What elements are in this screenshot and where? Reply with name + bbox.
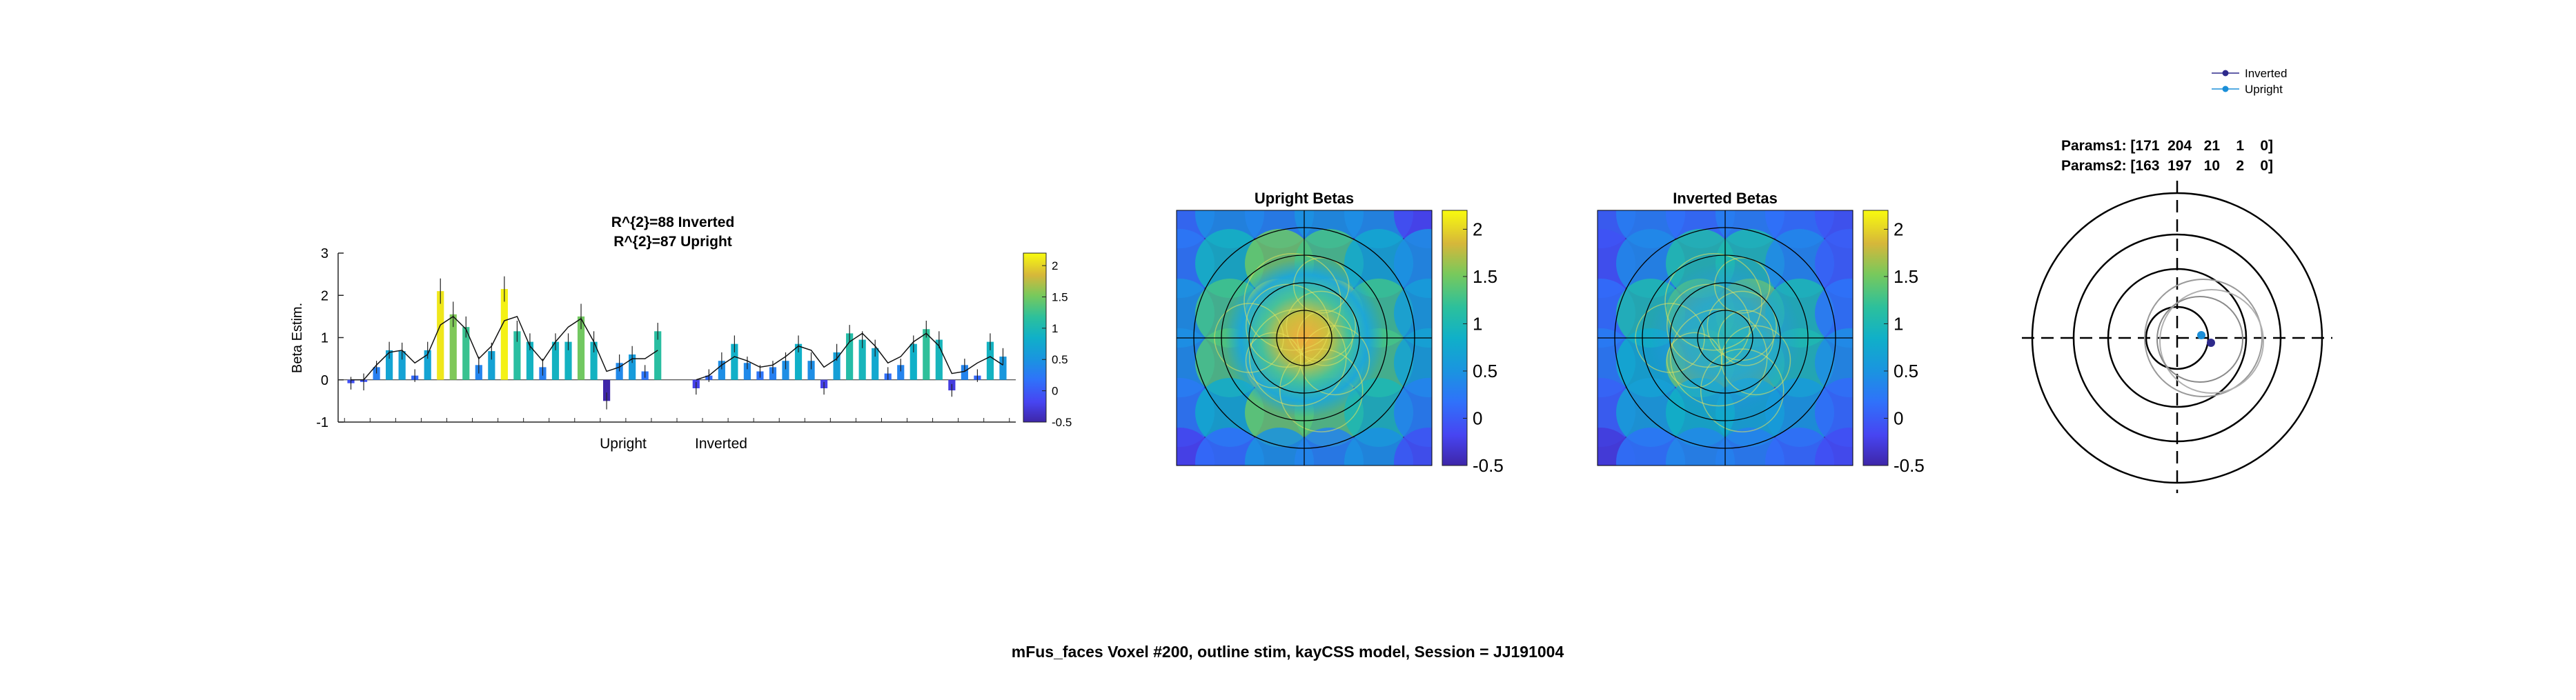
prf-outline-upright-1	[2144, 279, 2263, 397]
bar	[437, 291, 444, 380]
model-fit-line	[696, 332, 1003, 381]
bar	[846, 333, 854, 380]
bar-colorbar	[1023, 252, 1047, 423]
prf-center-inverted	[2207, 339, 2215, 347]
y-tick-label: -1	[316, 415, 328, 430]
colorbar-tick-label: 1	[1052, 322, 1058, 335]
params2-label: Params2: [163 197 10 2 0]	[2061, 158, 2273, 174]
bar	[782, 361, 789, 380]
bar	[999, 357, 1007, 380]
upright-colorbar-ticks: 2 1.5 1 0.5 0 -0.5	[1463, 219, 1504, 476]
group-label-inverted: Inverted	[695, 436, 747, 452]
bar	[449, 314, 457, 380]
bar	[961, 365, 968, 380]
colorbar-tick-label: 0	[1473, 408, 1482, 429]
bar	[590, 341, 598, 380]
inverted-polar-grid	[1597, 210, 1853, 466]
bar	[897, 365, 905, 380]
upright-polar-grid	[1177, 210, 1432, 466]
bar	[424, 350, 431, 380]
bar	[794, 343, 803, 380]
group-label-upright: Upright	[600, 436, 647, 452]
colorbar-tick-label: 0	[1052, 385, 1058, 398]
bar	[602, 379, 611, 401]
legend: Inverted Upright	[2212, 67, 2287, 96]
bar	[654, 331, 662, 380]
bar	[513, 331, 521, 380]
bar	[872, 348, 879, 380]
inverted-colorbar	[1862, 210, 1889, 466]
y-tick-label: 3	[321, 246, 328, 261]
colorbar-tick-label: 0	[1894, 408, 1903, 429]
legend-marker-upright	[2222, 86, 2229, 92]
y-tick-label: 2	[321, 288, 328, 303]
prf-polar-plot: Inverted Upright Params1: [171 204 21 1 …	[2022, 67, 2332, 493]
bar	[526, 341, 534, 380]
y-tick-label: 1	[321, 331, 328, 346]
bar	[551, 341, 560, 380]
upright-colorbar	[1442, 210, 1468, 466]
colorbar-tick-label: 0.5	[1473, 361, 1497, 381]
upright-betas-heatmap: Upright Betas 2 1.5 1 0.5 0 -0.5	[1176, 190, 1504, 476]
bar	[923, 329, 930, 380]
colorbar-tick-label: 0.5	[1052, 353, 1068, 366]
prf-outline-inverted	[2156, 296, 2243, 383]
bar	[577, 316, 585, 380]
colorbar-tick-label: 1.5	[1473, 266, 1497, 287]
upright-betas-title: Upright Betas	[1255, 190, 1354, 207]
colorbar-tick-label: 0.5	[1894, 361, 1918, 381]
bar	[935, 339, 943, 380]
bar	[731, 343, 738, 380]
colorbar-tick-label: 1	[1473, 314, 1482, 334]
figure-suptitle: mFus_faces Voxel #200, outline stim, kay…	[1012, 643, 1564, 661]
bar	[398, 351, 406, 380]
model-fit-line	[351, 315, 658, 381]
colorbar-tick-label: -0.5	[1052, 416, 1072, 429]
inverted-colorbar-ticks: 2 1.5 1 0.5 0 -0.5	[1884, 219, 1925, 476]
bar	[986, 341, 994, 380]
colorbar-tick-label: 2	[1894, 219, 1903, 240]
bar-title-line1: R^{2}=88 Inverted	[611, 214, 735, 230]
bar	[910, 343, 917, 380]
colorbar-tick-label: 1.5	[1052, 290, 1068, 303]
y-axis-label: Beta Estim.	[290, 303, 305, 373]
bar	[629, 354, 636, 380]
bar	[386, 350, 393, 380]
beta-bar-chart: R^{2}=88 Inverted R^{2}=87 Upright Beta …	[290, 214, 1072, 452]
bar	[858, 339, 866, 380]
colorbar-tick-label: 2	[1473, 219, 1482, 240]
legend-label-upright: Upright	[2245, 83, 2283, 96]
bar	[718, 361, 725, 380]
prf-outline-upright-2	[2159, 289, 2264, 394]
bar	[833, 352, 840, 380]
inverted-betas-heatmap: Inverted Betas 2 1.5 1 0.5 0 -0.5	[1597, 190, 1925, 476]
params1-label: Params1: [171 204 21 1 0]	[2061, 138, 2273, 154]
bar	[564, 341, 572, 380]
bar-title-line2: R^{2}=87 Upright	[613, 234, 732, 250]
inverted-betas-title: Inverted Betas	[1673, 190, 1778, 207]
colorbar-tick-label: -0.5	[1473, 455, 1504, 476]
bar	[462, 327, 470, 380]
colorbar-tick-label: -0.5	[1894, 455, 1925, 476]
y-tick-labels: -1 0 1 2 3	[316, 246, 328, 430]
colorbar-tick-label: 1	[1894, 314, 1903, 334]
bar	[500, 289, 508, 380]
bar	[807, 361, 815, 380]
bar	[743, 363, 751, 380]
bar-marks	[347, 276, 1007, 410]
y-tick-label: 0	[321, 373, 328, 388]
bar	[488, 351, 495, 380]
colorbar-tick-label: 2	[1052, 259, 1058, 272]
legend-label-inverted: Inverted	[2245, 67, 2287, 80]
bar-colorbar-ticks: 2 1.5 1 0.5 0 -0.5	[1042, 259, 1072, 429]
colorbar-tick-label: 1.5	[1894, 266, 1918, 287]
prf-center-upright	[2197, 331, 2205, 339]
legend-marker-inverted	[2222, 70, 2229, 77]
